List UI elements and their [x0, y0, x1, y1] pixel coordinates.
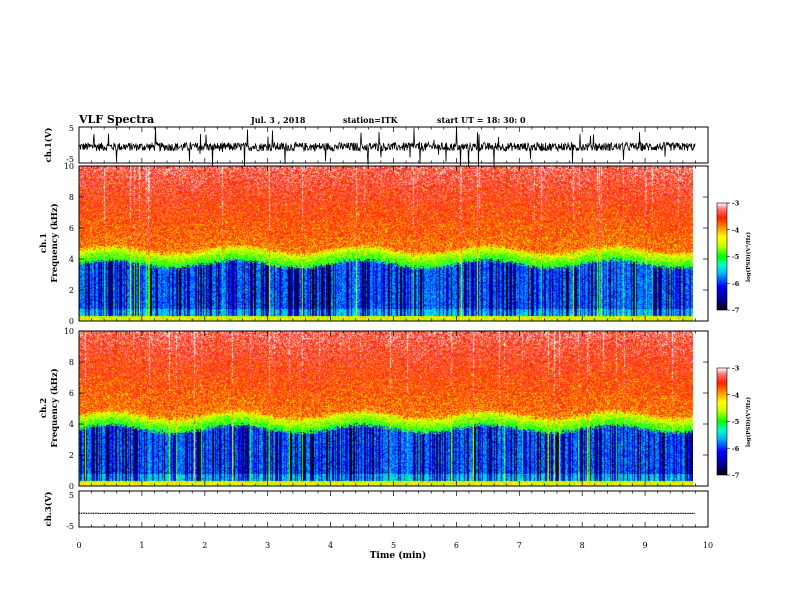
ch1-colorbar-tick-label: -4	[732, 226, 740, 234]
ch2-spec-ylabel-channel: ch.2	[39, 398, 49, 418]
x-tick-label: 7	[517, 541, 522, 550]
date-label: Jul. 3 , 2018	[250, 115, 306, 125]
ch1-waveform-panel: 5 -5 ch.1(V)	[43, 124, 709, 166]
ch1-spec-ytick-label: 2	[69, 286, 74, 295]
ch2-spec-ytick-label: 0	[69, 482, 74, 491]
ch1-spec-ylabel-channel: ch.1	[39, 233, 49, 253]
ch2-colorbar-tick-label: -4	[732, 391, 740, 399]
x-tick-label: 10	[703, 541, 713, 550]
ch2-colorbar-tick-label: -3	[732, 365, 740, 373]
x-tick-label: 0	[76, 541, 81, 550]
x-axis-label: Time (min)	[370, 550, 427, 561]
ch1-ytick-bottom: -5	[66, 155, 74, 164]
ch1-spec-ytick-label: 0	[69, 317, 74, 326]
ch3-ytick-bottom: -5	[66, 522, 74, 531]
ch1-waveform-line	[78, 126, 696, 166]
x-tick-label: 1	[139, 541, 144, 550]
ch2-spec-ytick-label: 2	[69, 451, 74, 460]
ch1-spectrogram-image	[79, 166, 693, 321]
ch2-spec-ytick-label: 6	[69, 389, 74, 398]
x-tick-label: 3	[265, 541, 270, 550]
station-label: station=ITK	[343, 115, 399, 125]
ch2-spectrogram-image	[79, 331, 693, 486]
ch2-colorbar-tick-label: -6	[732, 445, 740, 453]
x-axis-tick-labels: 0 1 2 3 4 5 6 7 8 9 10	[76, 541, 713, 550]
x-tick-label: 2	[202, 541, 207, 550]
ch2-colorbar-tick-label: -7	[732, 472, 739, 480]
ch1-spec-ylabel-frequency: Frequency (kHz)	[49, 203, 60, 282]
start-time-label: start UT = 18: 30: 0	[437, 115, 526, 125]
ch1-spec-ytick-label: 4	[69, 255, 74, 264]
ch2-colorbar	[716, 367, 728, 476]
figure-title: VLF Spectra	[78, 113, 154, 126]
x-tick-label: 6	[454, 541, 459, 550]
x-tick-label: 5	[391, 541, 396, 550]
ch1-colorbar	[716, 202, 728, 311]
ch2-colorbar-label: log(PSD)(V²/Hz)	[745, 397, 752, 447]
ch2-colorbar-tick-label: -5	[732, 418, 740, 426]
ch1-ylabel: ch.1(V)	[43, 128, 54, 163]
ch2-spec-ytick-label: 10	[64, 327, 74, 336]
ch1-colorbar-label: log(PSD)(V²/Hz)	[745, 232, 752, 282]
x-tick-label: 4	[328, 541, 333, 550]
ch1-spec-ytick-label: 8	[69, 193, 74, 202]
ch1-spec-ytick-label: 10	[64, 162, 74, 171]
ch1-colorbar-tick-label: -7	[732, 307, 739, 315]
ch3-ytick-top: 5	[69, 491, 74, 500]
ch1-ytick-top: 5	[69, 124, 74, 133]
ch1-colorbar-tick-label: -6	[732, 280, 740, 288]
ch1-spec-ytick-label: 6	[69, 224, 74, 233]
ch1-colorbar-tick-label: -3	[732, 200, 740, 208]
ch2-spec-ytick-label: 4	[69, 420, 74, 429]
x-tick-label: 9	[643, 541, 648, 550]
ch3-waveform-panel: 5 -5 ch.3(V)	[43, 490, 709, 531]
ch2-spec-ytick-label: 8	[69, 358, 74, 367]
ch1-colorbar-tick-label: -5	[732, 253, 740, 261]
x-tick-label: 8	[580, 541, 585, 550]
ch2-spec-ylabel-frequency: Frequency (kHz)	[49, 368, 60, 447]
ch3-ylabel: ch.3(V)	[43, 492, 54, 527]
